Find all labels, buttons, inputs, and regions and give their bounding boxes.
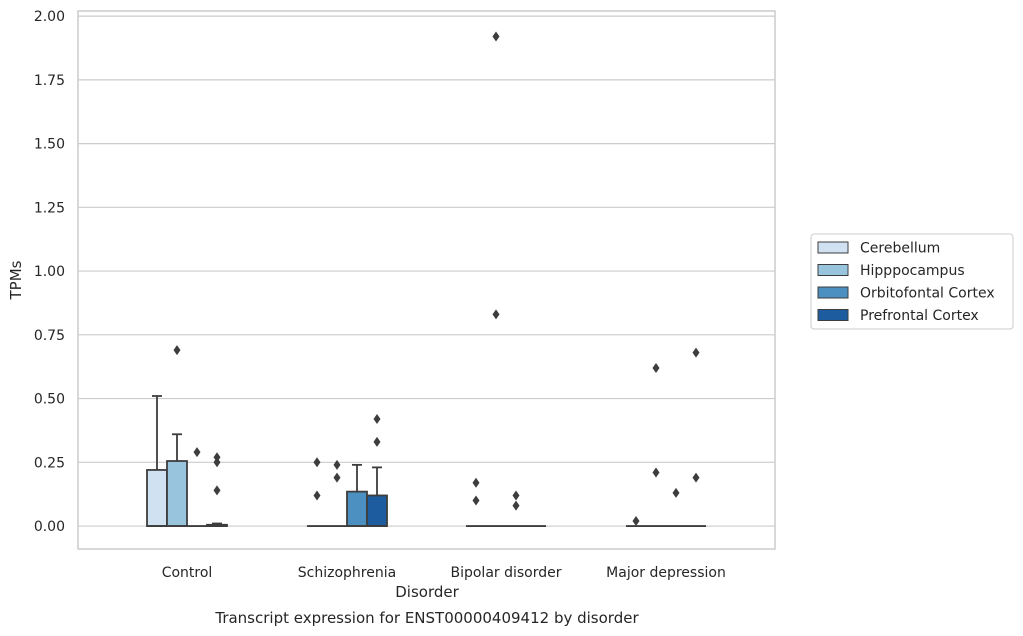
outlier-point	[333, 472, 341, 483]
box-body	[346, 490, 368, 527]
legend-label: Cerebellum	[860, 241, 940, 257]
boxes	[146, 395, 706, 527]
outlier-point	[692, 472, 700, 483]
outlier-point	[472, 495, 480, 506]
legend-item: Cerebellum	[817, 241, 940, 257]
box-hipppocampus-0	[166, 433, 188, 527]
y-tick-labels: 0.00 0.25 0.50 0.75 1.00 1.25 1.50 1.75 2.00	[34, 9, 65, 535]
legend-frame	[810, 233, 1014, 330]
outlier-point	[213, 452, 221, 463]
outlier-point	[333, 459, 341, 470]
box-body	[366, 494, 388, 527]
legend-swatch	[817, 264, 849, 276]
y-tick-label: 0.00	[34, 519, 65, 535]
plot-frame	[77, 10, 776, 550]
outlier-point	[492, 309, 500, 320]
x-tick-labels: Control Schizophrenia Bipolar disorder Majo…	[162, 565, 726, 581]
outlier-point	[313, 490, 321, 501]
y-tick-label: 0.75	[34, 328, 65, 344]
legend-label: Orbitofontal Cortex	[860, 286, 995, 302]
box-cerebellum-0	[146, 395, 168, 527]
legend-item: Hipppocampus	[817, 263, 965, 279]
outlier-point	[672, 487, 680, 498]
y-tick-label: 0.25	[34, 455, 65, 471]
legend-swatch	[817, 309, 849, 321]
x-axis-label: Disorder	[395, 583, 459, 601]
box-body	[146, 469, 168, 527]
grid-lines	[78, 15, 775, 527]
y-tick-label: 1.00	[34, 264, 65, 280]
y-tick-label: 1.75	[34, 73, 65, 89]
outlier-point	[173, 345, 181, 356]
y-axis-label: TPMs	[7, 260, 25, 300]
x-tick-label: Control	[162, 565, 213, 581]
outliers	[173, 31, 700, 526]
x-tick-label: Major depression	[606, 565, 726, 581]
legend-swatch	[817, 241, 849, 254]
outlier-point	[313, 457, 321, 468]
outlier-point	[492, 31, 500, 42]
y-tick-label: 0.50	[34, 392, 65, 408]
outlier-point	[512, 490, 520, 501]
outlier-point	[213, 485, 221, 496]
outlier-point	[512, 500, 520, 511]
legend-label: Hipppocampus	[860, 263, 965, 279]
outlier-point	[213, 457, 221, 468]
outlier-point	[652, 467, 660, 478]
box-orbitofontal-cortex-1	[346, 463, 368, 527]
box-body	[166, 460, 188, 527]
legend-swatch	[817, 286, 849, 299]
y-tick-label: 2.00	[34, 9, 65, 25]
outlier-point	[692, 347, 700, 358]
outlier-point	[373, 413, 381, 424]
outlier-point	[373, 436, 381, 447]
y-tick-label: 1.50	[34, 137, 65, 153]
outlier-point	[652, 362, 660, 373]
legend-label: Prefrontal Cortex	[860, 308, 979, 324]
box-prefrontal-cortex-1	[366, 466, 388, 527]
box-prefrontal-cortex-0	[206, 522, 228, 527]
legend-item: Prefrontal Cortex	[817, 308, 979, 324]
x-tick-label: Schizophrenia	[298, 565, 396, 581]
outlier-point	[193, 447, 201, 458]
legend: Cerebellum Hipppocampus Orbitofontal Corte…	[810, 233, 1014, 330]
outlier-point	[632, 515, 640, 526]
outlier-point	[472, 477, 480, 488]
chart-caption: Transcript expression for ENST0000040941…	[214, 609, 639, 627]
x-tick-label: Bipolar disorder	[450, 565, 561, 581]
legend-item: Orbitofontal Cortex	[817, 286, 995, 302]
y-tick-label: 1.25	[34, 200, 65, 216]
